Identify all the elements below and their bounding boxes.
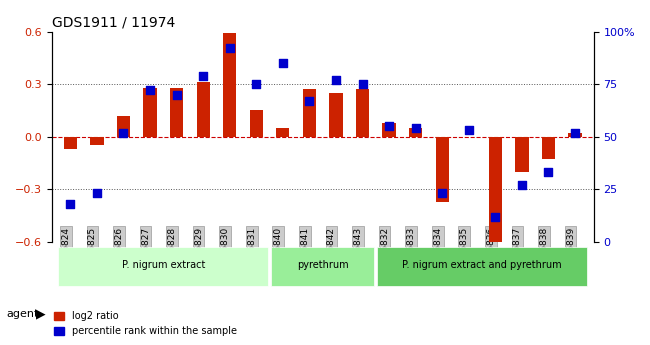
Bar	[144, 88, 157, 137]
Bar	[515, 137, 528, 172]
Bar	[568, 133, 582, 137]
Point	[384, 124, 395, 129]
Point	[92, 191, 102, 196]
Text: P. nigrum extract: P. nigrum extract	[122, 260, 205, 270]
Point	[118, 130, 129, 135]
Bar	[409, 128, 423, 137]
Point	[224, 46, 235, 51]
Bar	[223, 33, 237, 137]
Point	[410, 126, 421, 131]
Bar	[356, 89, 369, 137]
FancyBboxPatch shape	[271, 247, 374, 286]
FancyBboxPatch shape	[58, 247, 268, 286]
Point	[358, 81, 368, 87]
FancyBboxPatch shape	[377, 247, 587, 286]
Point	[278, 60, 288, 66]
Text: pyrethrum: pyrethrum	[297, 260, 348, 270]
Point	[570, 130, 580, 135]
Bar	[489, 137, 502, 245]
Bar	[196, 82, 210, 137]
Bar	[436, 137, 449, 201]
Point	[463, 128, 474, 133]
Point	[172, 92, 182, 97]
Legend: log2 ratio, percentile rank within the sample: log2 ratio, percentile rank within the s…	[50, 307, 240, 340]
Text: ▶: ▶	[36, 307, 46, 321]
Bar	[382, 123, 396, 137]
Point	[304, 98, 315, 104]
Bar	[90, 137, 103, 146]
Bar	[170, 88, 183, 137]
Point	[251, 81, 261, 87]
Text: P. nigrum extract and pyrethrum: P. nigrum extract and pyrethrum	[402, 260, 562, 270]
Bar	[64, 137, 77, 149]
Point	[490, 214, 501, 219]
Bar	[542, 137, 555, 159]
Point	[198, 73, 209, 78]
Bar	[330, 93, 343, 137]
Bar	[250, 110, 263, 137]
Point	[145, 88, 155, 93]
Bar	[276, 128, 289, 137]
Bar	[117, 116, 130, 137]
Text: GDS1911 / 11974: GDS1911 / 11974	[52, 15, 175, 29]
Point	[517, 182, 527, 188]
Bar	[303, 89, 316, 137]
Point	[437, 191, 447, 196]
Point	[65, 201, 75, 207]
Point	[543, 170, 554, 175]
Point	[331, 77, 341, 83]
Text: agent: agent	[6, 309, 39, 319]
